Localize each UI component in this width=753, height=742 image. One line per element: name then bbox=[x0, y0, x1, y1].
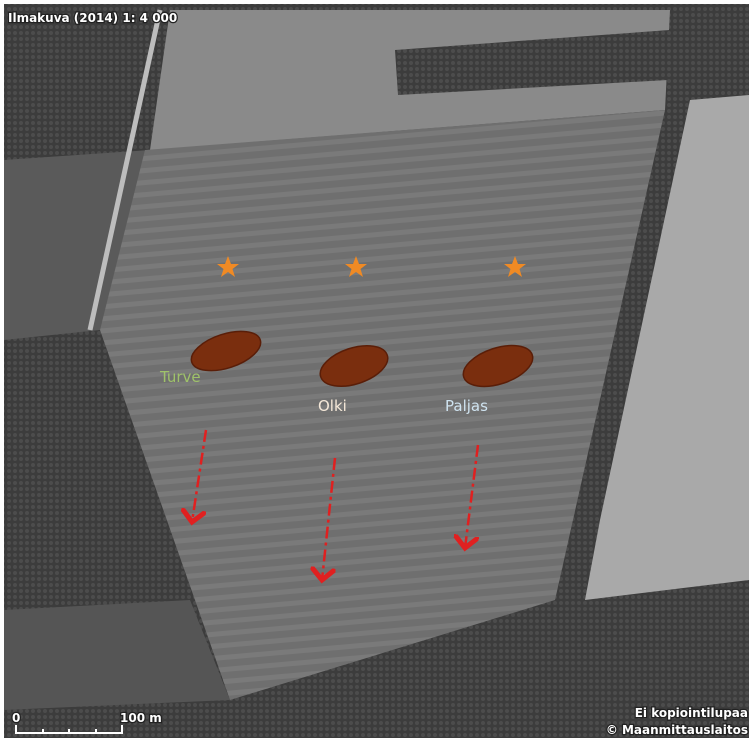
notice: Ei kopiointilupaa bbox=[635, 706, 748, 720]
map: Turve Olki Paljas Ilmakuva (2014) 1: 4 0… bbox=[0, 0, 753, 742]
plot-label: Turve bbox=[159, 368, 201, 386]
field-bottom-left bbox=[4, 600, 230, 710]
copyright: © Maanmittauslaitos bbox=[606, 723, 748, 737]
scale-end: 100 m bbox=[120, 711, 162, 725]
plot-label: Olki bbox=[318, 397, 347, 415]
map-title: Ilmakuva (2014) 1: 4 000 bbox=[8, 11, 177, 25]
scale-start: 0 bbox=[12, 711, 20, 725]
plot-label: Paljas bbox=[445, 397, 488, 415]
